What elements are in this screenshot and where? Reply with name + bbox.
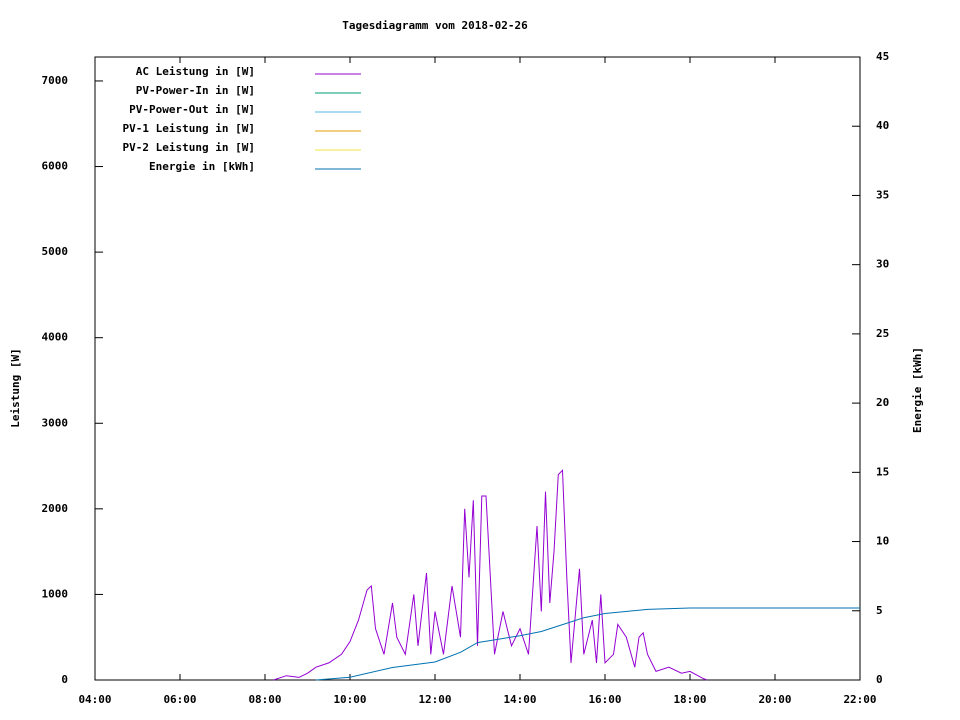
x-tick-label: 14:00 [503, 693, 536, 706]
legend-label: PV-Power-Out in [W] [129, 103, 255, 116]
legend-label: PV-1 Leistung in [W] [123, 122, 255, 135]
y2-axis-label: Energie [kWh] [911, 347, 924, 433]
legend-label: Energie in [kWh] [149, 160, 255, 173]
y-tick-label: 1000 [42, 587, 69, 600]
x-tick-label: 04:00 [78, 693, 111, 706]
y-axis-label: Leistung [W] [9, 348, 22, 427]
y2-tick-label: 20 [876, 396, 889, 409]
x-tick-label: 10:00 [333, 693, 366, 706]
y2-tick-label: 10 [876, 535, 889, 548]
legend-label: AC Leistung in [W] [136, 65, 255, 78]
y-tick-label: 3000 [42, 416, 69, 429]
y-tick-label: 5000 [42, 245, 69, 258]
plot-frame [94, 56, 861, 681]
series-line [273, 469, 708, 681]
y2-tick-label: 30 [876, 258, 889, 271]
x-tick-label: 06:00 [163, 693, 196, 706]
y2-tick-label: 5 [876, 604, 883, 617]
x-tick-label: 18:00 [673, 693, 706, 706]
y2-tick-label: 35 [876, 188, 889, 201]
x-tick-label: 22:00 [843, 693, 876, 706]
y-tick-label: 2000 [42, 502, 69, 515]
chart-title: Tagesdiagramm vom 2018-02-26 [342, 19, 528, 32]
x-tick-label: 08:00 [248, 693, 281, 706]
y2-tick-label: 25 [876, 327, 889, 340]
y-tick-label: 4000 [42, 331, 69, 344]
x-tick-label: 20:00 [758, 693, 791, 706]
series-line [315, 607, 860, 681]
y2-tick-label: 40 [876, 119, 889, 132]
y2-tick-label: 45 [876, 50, 889, 63]
x-tick-label: 16:00 [588, 693, 621, 706]
y2-tick-label: 15 [876, 465, 889, 478]
y-tick-label: 6000 [42, 160, 69, 173]
y-tick-label: 0 [61, 673, 68, 686]
x-tick-label: 12:00 [418, 693, 451, 706]
y-tick-label: 7000 [42, 74, 69, 87]
y2-tick-label: 0 [876, 673, 883, 686]
legend-label: PV-2 Leistung in [W] [123, 141, 255, 154]
legend-label: PV-Power-In in [W] [136, 84, 255, 97]
